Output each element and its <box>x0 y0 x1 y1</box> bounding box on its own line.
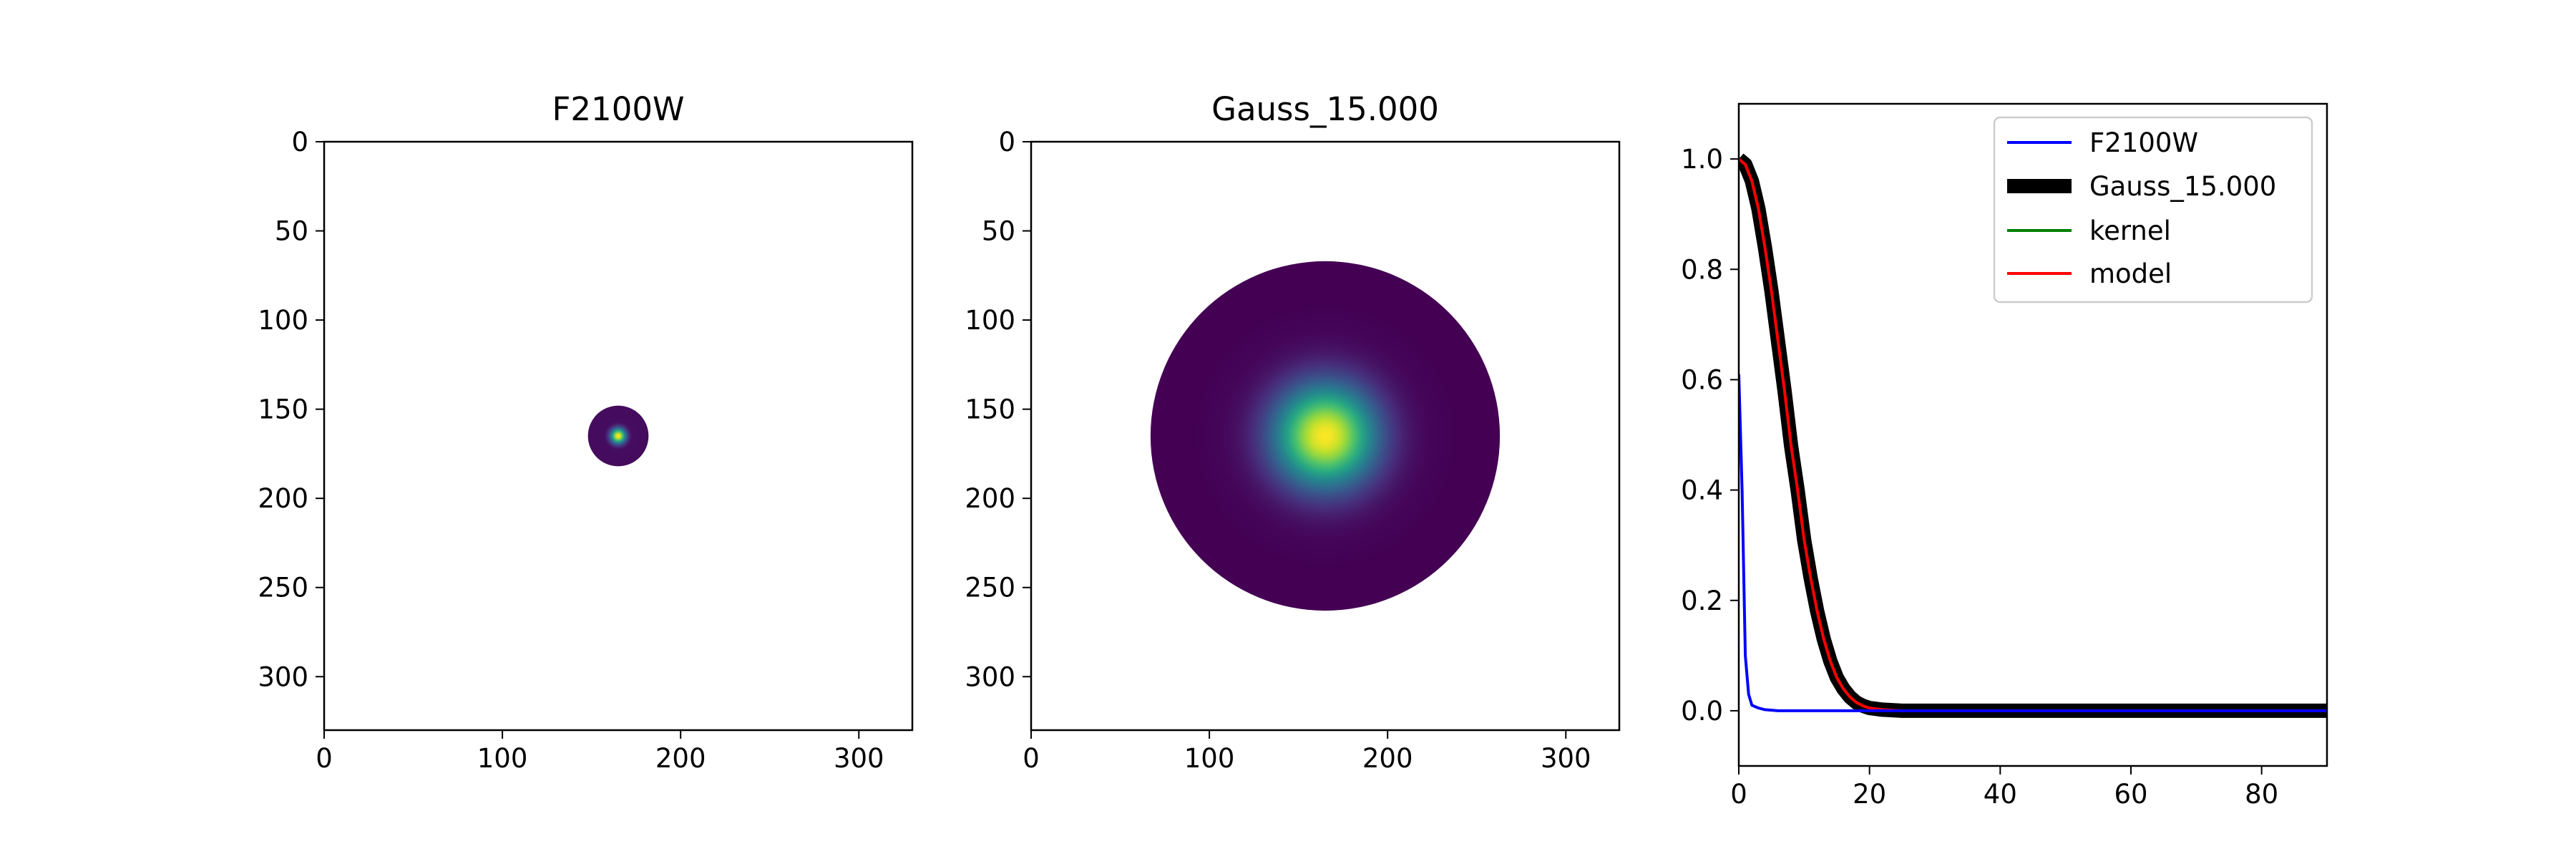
y-tick-label: 300 <box>965 661 1015 692</box>
image-panel-gauss: Gauss_15.000 0 100 200 300 0 50 100 150 200 250 30… <box>965 90 1621 774</box>
y-tick-label: 0.8 <box>1681 254 1723 285</box>
y-tick-label: 100 <box>258 305 308 336</box>
y-tick-label: 150 <box>965 394 1015 425</box>
source-disk <box>1150 261 1501 611</box>
series-lines <box>1739 153 2327 718</box>
legend-label: Gauss_15.000 <box>2089 171 2276 202</box>
y-tick-label: 150 <box>258 394 308 425</box>
panel-title: Gauss_15.000 <box>1211 90 1439 128</box>
axes-frame <box>1737 102 2328 767</box>
x-tick-label: 0 <box>1730 779 1747 810</box>
legend-label: kernel <box>2089 215 2171 246</box>
axes-frame <box>323 140 914 732</box>
legend-box <box>1993 116 2313 304</box>
x-tick-label: 20 <box>1853 779 1886 810</box>
y-tick-label: 200 <box>965 483 1015 514</box>
y-tick-label: 50 <box>982 216 1015 247</box>
panel-title: F2100W <box>552 90 685 128</box>
y-tick-label: 0 <box>291 127 308 157</box>
axis-ticks: 0 100 200 300 0 50 100 150 200 250 300 <box>965 127 1591 774</box>
y-tick-label: 0 <box>998 127 1015 157</box>
legend-label: model <box>2089 258 2172 289</box>
y-tick-label: 100 <box>965 305 1015 336</box>
y-tick-label: 250 <box>258 573 308 603</box>
axis-ticks: 0 100 200 300 0 50 100 150 200 250 300 <box>258 127 884 774</box>
legend-label: F2100W <box>2089 127 2198 158</box>
y-tick-label: 0.6 <box>1681 364 1723 395</box>
y-tick-label: 50 <box>275 216 308 247</box>
series-line-f2100w <box>1739 374 2327 712</box>
y-tick-label: 0.0 <box>1681 696 1723 727</box>
x-tick-label: 0 <box>316 743 333 774</box>
y-tick-label: 1.0 <box>1681 144 1723 175</box>
x-tick-label: 80 <box>2245 779 2278 810</box>
y-tick-label: 300 <box>258 661 308 692</box>
x-tick-label: 60 <box>2114 779 2147 810</box>
y-tick-label: 250 <box>965 573 1015 603</box>
x-tick-label: 0 <box>1023 743 1040 774</box>
axes-frame <box>1030 140 1621 732</box>
y-tick-label: 200 <box>258 483 308 514</box>
profile-panel: 0 20 40 60 80 0.0 0.2 0.4 0.6 0.8 1.0 F2100W Gauss… <box>1681 102 2328 810</box>
x-tick-label: 40 <box>1984 779 2017 810</box>
y-tick-label: 0.4 <box>1681 475 1723 506</box>
x-tick-label: 200 <box>655 743 706 774</box>
x-tick-label: 100 <box>1184 743 1235 774</box>
source-disk <box>587 405 649 467</box>
x-tick-label: 100 <box>477 743 528 774</box>
y-tick-label: 0.2 <box>1681 586 1723 616</box>
legend: F2100W Gauss_15.000 kernel model <box>1993 116 2313 304</box>
x-tick-label: 300 <box>834 743 884 774</box>
x-tick-label: 300 <box>1541 743 1591 774</box>
x-tick-label: 200 <box>1362 743 1413 774</box>
axis-ticks: 0 20 40 60 80 0.0 0.2 0.4 0.6 0.8 1.0 <box>1681 144 2278 810</box>
image-panel-f2100w: F2100W 0 100 200 300 0 50 100 150 200 250 300 <box>258 90 914 774</box>
